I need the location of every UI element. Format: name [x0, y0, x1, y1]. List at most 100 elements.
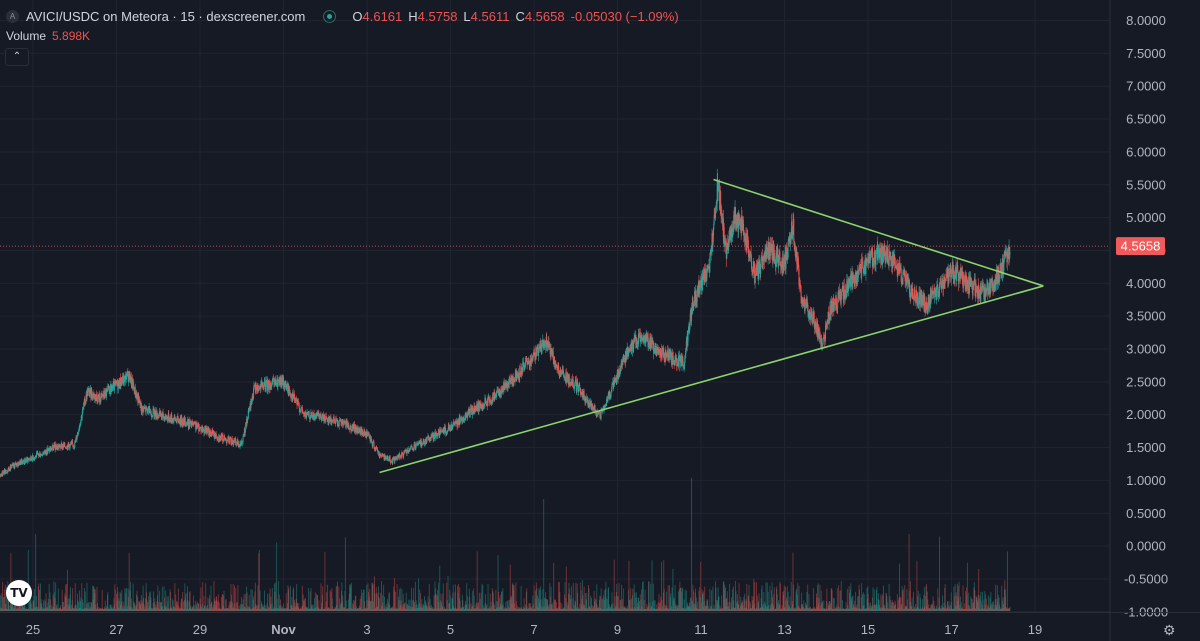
volume-bar	[978, 608, 980, 611]
volume-bar	[164, 605, 166, 611]
volume-bar	[640, 599, 642, 611]
volume-bar	[703, 600, 705, 611]
candle-body	[366, 432, 368, 437]
volume-bar	[411, 587, 412, 611]
volume-bar	[390, 607, 392, 611]
volume-bar	[824, 607, 826, 611]
volume-bar	[93, 587, 95, 611]
volume-bar	[477, 603, 479, 611]
volume-bar	[446, 582, 448, 611]
volume-bar	[986, 607, 988, 611]
candle-body	[381, 455, 383, 457]
volume-bar	[737, 600, 739, 611]
volume-bar	[720, 607, 722, 611]
candle-body	[390, 462, 392, 463]
volume-bar	[398, 607, 400, 611]
volume-bar	[553, 562, 555, 611]
volume-bar	[946, 608, 947, 611]
volume-bar	[296, 603, 298, 611]
volume-bar	[305, 606, 307, 611]
volume-bar	[544, 597, 546, 611]
volume-bar	[881, 608, 883, 611]
volume-bar	[815, 593, 817, 611]
volume-bar	[229, 604, 231, 611]
volume-bar	[812, 588, 814, 611]
volume-bar	[952, 608, 954, 611]
volume-bar	[715, 587, 717, 611]
volume-bar	[275, 608, 277, 611]
volume-bar	[464, 604, 466, 611]
volume-bar	[980, 591, 982, 611]
candle-body	[315, 414, 317, 419]
volume-bar	[986, 608, 988, 611]
volume-bar	[130, 581, 131, 611]
volume-bar	[474, 608, 476, 611]
volume-bar	[751, 596, 753, 611]
volume-bar	[452, 584, 454, 611]
volume-bar	[913, 606, 915, 611]
volume-bar	[478, 592, 480, 611]
volume-bar	[47, 598, 49, 611]
candle-body	[176, 419, 178, 424]
volume-bar	[976, 596, 978, 611]
volume-bar	[832, 608, 833, 611]
volume-bar	[53, 592, 55, 611]
volume-bar	[607, 588, 609, 611]
volume-bar	[189, 592, 191, 611]
volume-bar	[929, 608, 930, 611]
volume-bar	[690, 607, 692, 611]
volume-bar	[751, 608, 753, 611]
volume-bar	[747, 608, 749, 611]
volume-bar	[14, 600, 16, 611]
candle-body	[415, 445, 417, 447]
volume-bar	[749, 603, 751, 611]
volume-bar	[448, 608, 449, 611]
candle-body	[121, 381, 123, 382]
volume-bar	[575, 602, 576, 611]
candle-body	[342, 423, 344, 426]
volume-bar	[802, 606, 804, 611]
volume-bar	[889, 608, 890, 611]
volume-bar	[837, 608, 839, 611]
candle-body	[330, 417, 332, 422]
volume-bar	[826, 608, 828, 611]
volume-bar	[45, 593, 47, 611]
x-tick-label: 5	[447, 622, 454, 637]
volume-bar	[111, 604, 113, 611]
volume-bar	[150, 597, 152, 611]
candle-body	[345, 420, 347, 428]
volume-bar	[478, 602, 479, 611]
candle-body	[299, 408, 301, 412]
volume-bar	[27, 608, 29, 611]
volume-bar	[320, 609, 322, 611]
volume-bar	[355, 596, 357, 611]
volume-bar	[951, 608, 953, 611]
volume-bar	[187, 608, 189, 611]
volume-bar	[358, 605, 360, 611]
volume-bar	[190, 605, 192, 611]
volume-bar	[84, 591, 86, 611]
volume-bar	[875, 605, 877, 611]
volume-bar	[50, 608, 52, 611]
volume-bar	[586, 607, 588, 611]
candle-body	[538, 347, 540, 354]
volume-bar	[289, 608, 291, 611]
volume-bar	[454, 608, 455, 611]
volume-bar	[101, 608, 103, 611]
volume-bar	[779, 603, 780, 611]
volume-bar	[258, 552, 260, 611]
volume-bar	[897, 607, 899, 611]
volume-bar	[972, 603, 974, 611]
volume-bar	[456, 608, 458, 611]
volume-bar	[699, 597, 701, 611]
volume-bar	[36, 596, 37, 611]
volume-bar	[29, 593, 31, 611]
volume-bar	[559, 609, 561, 611]
volume-bar	[802, 604, 803, 611]
volume-bar	[116, 586, 118, 611]
volume-bar	[80, 600, 81, 611]
volume-bar	[29, 603, 31, 611]
candle-body	[408, 448, 410, 451]
candle-body	[239, 442, 241, 447]
